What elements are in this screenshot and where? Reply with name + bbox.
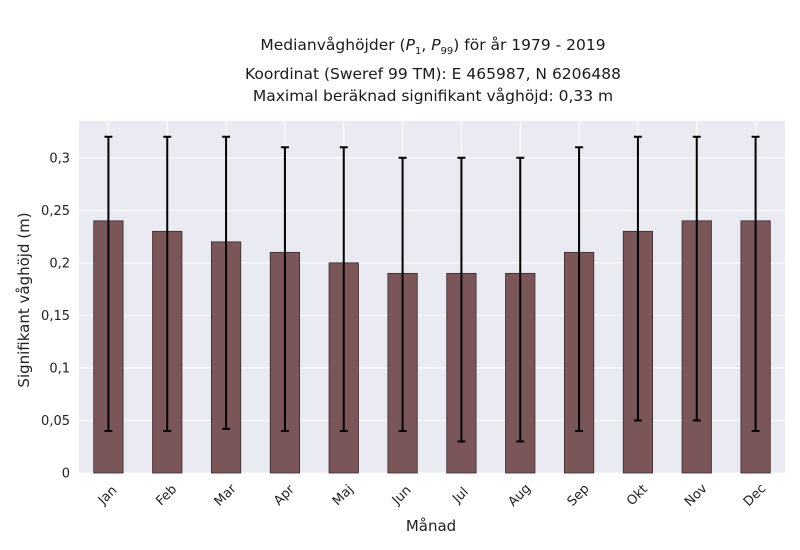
x-tick-label: Okt xyxy=(624,482,651,509)
error-bar-dec xyxy=(751,135,760,432)
error-bar-nov xyxy=(692,135,701,422)
plot-area xyxy=(79,121,785,473)
x-tick-label: Jan xyxy=(95,483,120,508)
y-tick-label: 0,05 xyxy=(41,414,70,429)
y-tick-label: 0 xyxy=(62,467,70,482)
x-tick-label: Apr xyxy=(271,482,298,509)
error-bar-jan xyxy=(104,135,113,432)
y-tick-labels: 0 0,05 0,1 0,15 0,2 0,25 0,3 xyxy=(41,151,70,481)
chart-title: Medianvåghöjder (P1, P99) för år 1979 - … xyxy=(0,34,800,107)
error-bar-okt xyxy=(633,135,642,422)
x-tick-label: Jun xyxy=(389,483,415,509)
x-tick-label: Jul xyxy=(449,485,471,507)
title-line-2: Koordinat (Sweref 99 TM): E 465987, N 62… xyxy=(245,65,621,84)
error-bar-jul xyxy=(457,156,466,443)
error-bar-maj xyxy=(339,146,348,432)
error-bar-apr xyxy=(280,146,289,432)
x-tick-label: Maj xyxy=(330,482,357,509)
title-line-3: Maximal beräknad signifikant våghöjd: 0,… xyxy=(252,87,614,106)
error-bar-sep xyxy=(575,146,584,432)
error-bar-feb xyxy=(163,135,172,432)
y-tick-label: 0,2 xyxy=(49,256,70,271)
x-tick-label: Feb xyxy=(153,482,180,509)
error-bar-jun xyxy=(398,156,407,432)
x-tick-label: Sep xyxy=(565,482,593,510)
x-tick-label: Dec xyxy=(741,481,769,509)
x-axis-label: Månad xyxy=(406,517,456,535)
x-tick-labels: Jan Feb Mar Apr Maj Jun Jul Aug Sep Okt Nov Dec xyxy=(95,481,769,510)
x-tick-label: Aug xyxy=(505,481,534,510)
y-tick-label: 0,3 xyxy=(49,151,70,166)
error-bar-aug xyxy=(516,156,525,443)
x-tick-label: Nov xyxy=(682,481,711,510)
x-tick-label: Mar xyxy=(212,481,240,509)
y-tick-label: 0,15 xyxy=(41,309,70,324)
y-tick-label: 0,25 xyxy=(41,204,70,219)
y-axis-label: Signifikant våghöjd (m) xyxy=(15,212,33,387)
error-bars xyxy=(104,135,760,443)
y-tick-label: 0,1 xyxy=(49,361,70,376)
title-line-1: Medianvåghöjder (P1, P99) för år 1979 - … xyxy=(260,36,606,58)
error-bar-mar xyxy=(222,135,231,430)
